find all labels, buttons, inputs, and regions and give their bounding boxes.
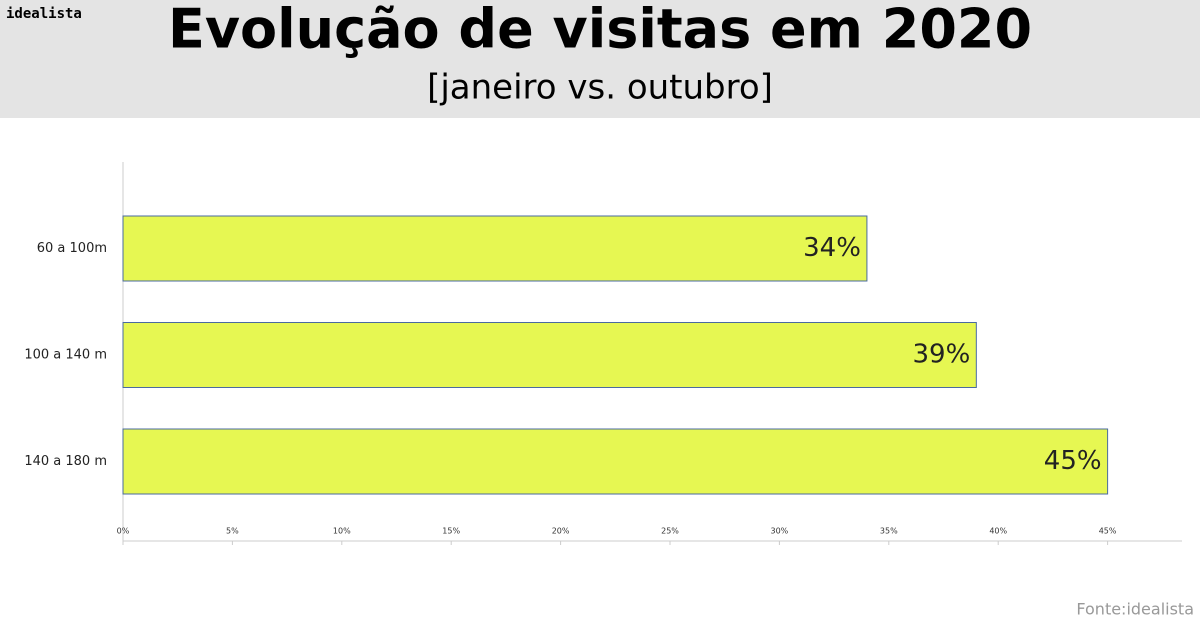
y-tick-label: 100 a 140 m <box>24 348 107 363</box>
x-tick-label: 40% <box>989 527 1007 536</box>
chart-subtitle: [janeiro vs. outubro] <box>427 68 773 108</box>
y-tick-label: 140 a 180 m <box>24 454 107 469</box>
data-label: 39% <box>913 340 971 370</box>
y-tick-label: 60 a 100m <box>37 241 107 256</box>
x-tick-label: 10% <box>333 527 351 536</box>
x-tick-label: 30% <box>771 527 789 536</box>
bar <box>122 428 1109 495</box>
bar <box>122 215 868 282</box>
bar <box>122 322 977 388</box>
brand-logo: idealista <box>6 6 82 22</box>
x-tick-label: 15% <box>442 527 460 536</box>
data-label: 34% <box>803 233 861 263</box>
x-tick-label: 20% <box>552 527 570 536</box>
header-band <box>0 0 1200 118</box>
x-tick-label: 5% <box>226 527 239 536</box>
x-tick-label: 0% <box>117 527 130 536</box>
source-note: Fonte:idealista <box>1076 600 1194 619</box>
chart-title: Evolução de visitas em 2020 <box>168 0 1032 61</box>
data-label: 45% <box>1044 446 1102 476</box>
x-tick-label: 45% <box>1099 527 1117 536</box>
x-tick-label: 35% <box>880 527 898 536</box>
x-tick-label: 25% <box>661 527 679 536</box>
